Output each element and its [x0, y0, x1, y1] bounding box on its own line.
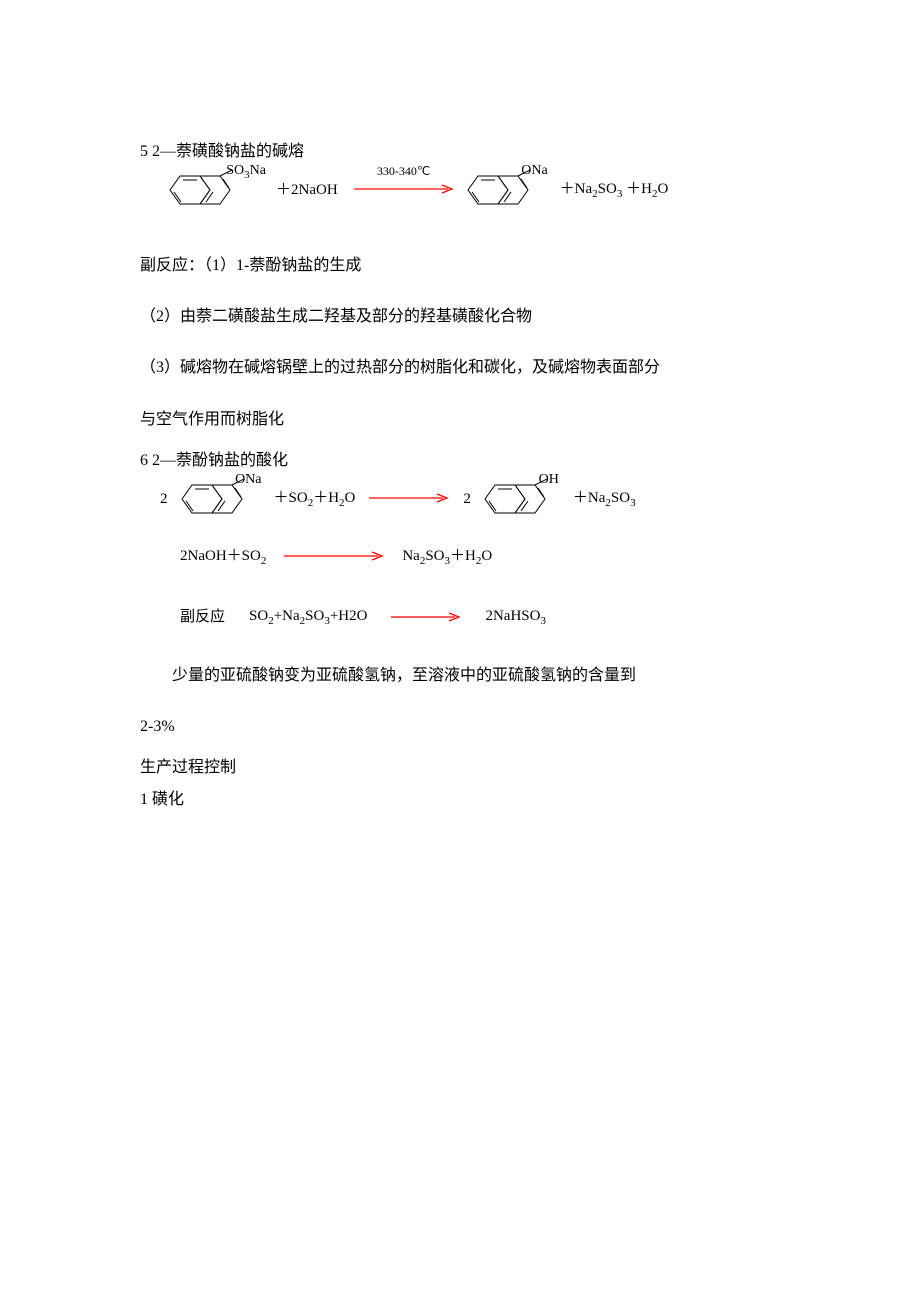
- eq3-rhs: 2NaHSO3: [485, 605, 546, 630]
- coeff-2: 2: [160, 488, 168, 511]
- reactant-naphthalene-ona: ONa: [172, 479, 244, 519]
- side-reaction-heading: 副反应：（1）1-萘酚钠盐的生成: [140, 240, 820, 291]
- section6-equation-3: 副反应 SO2+Na2SO3+H2O 2NaHSO3: [180, 605, 820, 630]
- product-naphthalene-oh: OH: [475, 479, 547, 519]
- production-control-title: 生产过程控制: [140, 752, 820, 784]
- plus-products: ＋Na2SO3 ＋H2O: [560, 178, 669, 203]
- plus-na2so3: ＋Na2SO3: [573, 487, 636, 512]
- reaction-arrow: 330-340℃: [354, 178, 454, 202]
- section6-equation-1: 2 ONa ＋SO2＋H2O 2 OH: [160, 479, 820, 519]
- section6-note-1: 少量的亚硫酸钠变为亚硫酸氢钠，至溶液中的亚硫酸氢钠的含量到: [140, 650, 820, 701]
- eq2-lhs: 2NaOH＋SO2: [180, 545, 266, 570]
- section6-equation-2: 2NaOH＋SO2 Na2SO3＋H2O: [180, 545, 820, 570]
- side-reaction-2: （2）由萘二磺酸盐生成二羟基及部分的羟基磺酸化合物: [140, 291, 820, 342]
- coeff-2: 2: [463, 488, 471, 511]
- substituent-label: ONa: [521, 160, 547, 181]
- product-naphthalene-ona: ONa: [458, 170, 530, 210]
- section5-equation: SO3Na ＋2NaOH 330-340℃ ONa: [160, 170, 820, 210]
- plus-so2-h2o: ＋SO2＋H2O: [274, 487, 356, 512]
- plus-2naoh: ＋2NaOH: [276, 179, 338, 202]
- side-reaction-3b: 与空气作用而树脂化: [140, 394, 820, 445]
- reactant-naphthalene-so3na: SO3Na: [160, 170, 232, 210]
- production-control-item-1: 1 磺化: [140, 784, 820, 816]
- side-reaction-label: 副反应: [180, 606, 225, 629]
- substituent-label: OH: [539, 469, 559, 490]
- substituent-label: SO3Na: [226, 160, 266, 183]
- eq3-lhs: SO2+Na2SO3+H2O: [249, 605, 367, 630]
- substituent-label: ONa: [235, 469, 261, 490]
- reaction-arrow: [391, 606, 461, 630]
- section6-note-2: 2-3%: [140, 701, 820, 752]
- arrow-condition-label: 330-340℃: [377, 162, 430, 180]
- eq2-rhs: Na2SO3＋H2O: [402, 545, 492, 570]
- reaction-arrow: [369, 487, 449, 511]
- side-reaction-3: （3）碱熔物在碱熔锅壁上的过热部分的树脂化和碳化，及碱熔物表面部分: [140, 342, 820, 393]
- reaction-arrow: [284, 545, 384, 569]
